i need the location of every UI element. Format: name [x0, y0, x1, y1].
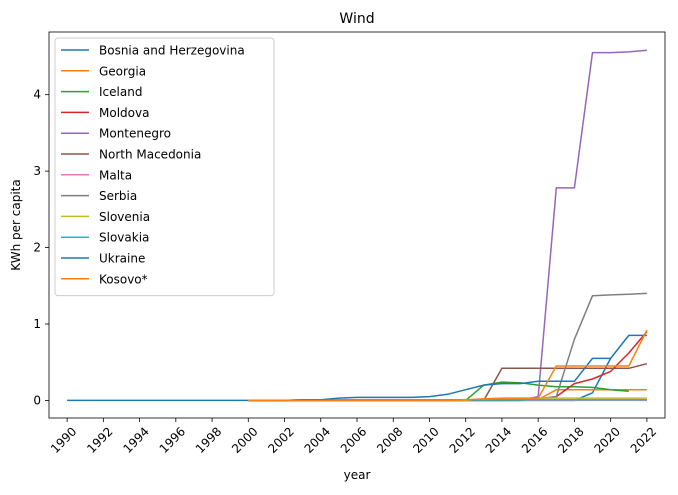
legend-entry: Slovenia	[99, 210, 150, 224]
legend-entry: Serbia	[99, 189, 137, 203]
x-tick-label: 2016	[519, 424, 550, 455]
legend-entry: Iceland	[99, 85, 142, 99]
x-axis: 1990 1992 1994 1996 1998 2000 2002 2004 2006 2008…	[48, 418, 659, 456]
legend-box	[54, 37, 275, 297]
x-tick-label: 2018	[555, 424, 586, 455]
x-tick-label: 2014	[483, 424, 514, 455]
legend-entry: Georgia	[99, 64, 146, 78]
legend-entry: Bosnia and Herzegovina	[99, 44, 245, 58]
chart-title: Wind	[339, 11, 374, 27]
legend-entry: Montenegro	[99, 127, 171, 141]
x-tick-label: 1996	[157, 424, 188, 455]
series-line-4	[248, 49, 647, 402]
x-tick-label: 2022	[628, 424, 659, 455]
x-tick-label: 2020	[591, 424, 622, 455]
legend-entry: North Macedonia	[99, 148, 201, 162]
legend-entry: Moldova	[99, 106, 149, 120]
x-tick-label: 2008	[374, 424, 405, 455]
x-tick-label: 2006	[338, 424, 369, 455]
x-tick-label: 1992	[84, 424, 115, 455]
series-line-11	[248, 329, 648, 402]
series-layer	[67, 49, 648, 402]
x-axis-label: year	[344, 468, 371, 482]
legend-entry: Slovakia	[99, 231, 149, 245]
legend-entry: Ukraine	[99, 252, 145, 266]
legend-entry: Kosovo*	[99, 272, 148, 286]
x-tick-label: 2012	[447, 424, 478, 455]
legend-entry: Malta	[99, 168, 132, 182]
series-line-10	[248, 357, 611, 402]
y-tick-label: 1	[33, 317, 41, 331]
y-axis: 0 1 2 3 4	[33, 88, 49, 407]
x-tick-label: 2002	[265, 424, 296, 455]
x-tick-label: 2004	[302, 424, 333, 455]
x-tick-label: 1998	[193, 424, 224, 455]
y-axis-label: KWh per capita	[9, 179, 23, 270]
x-tick-label: 1994	[120, 424, 151, 455]
y-tick-label: 4	[33, 88, 41, 102]
y-tick-label: 3	[33, 164, 41, 178]
x-tick-label: 1990	[48, 424, 79, 455]
series-line-7	[248, 292, 647, 402]
legend: Bosnia and Herzegovina Georgia Iceland Mold…	[54, 37, 275, 297]
y-tick-label: 0	[33, 393, 41, 407]
y-tick-label: 2	[33, 241, 41, 255]
x-tick-label: 2010	[410, 424, 441, 455]
x-tick-label: 2000	[229, 424, 260, 455]
